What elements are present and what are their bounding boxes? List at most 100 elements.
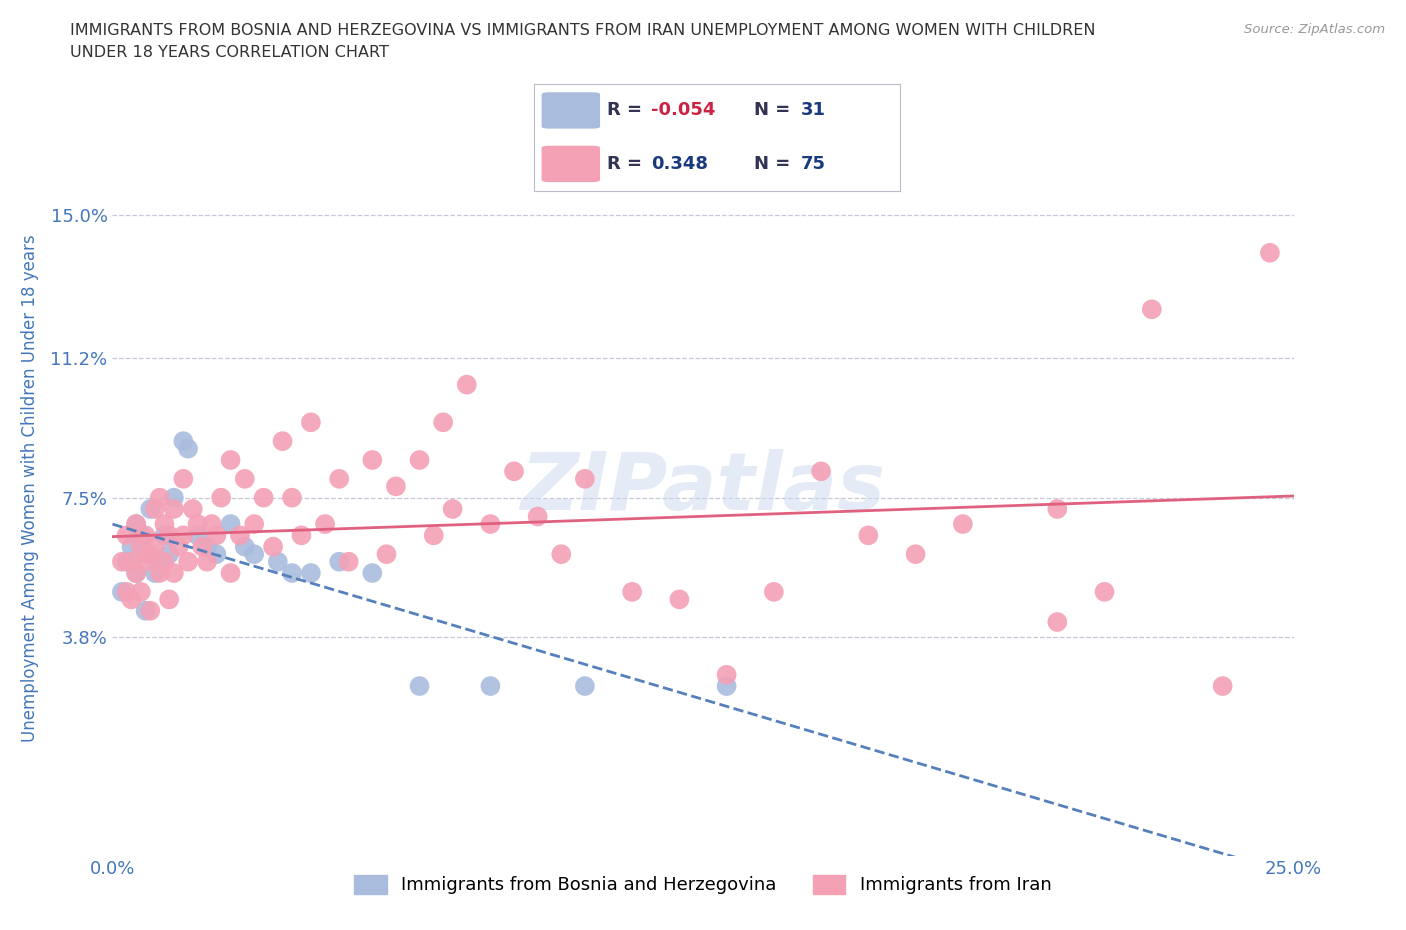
Point: [143, 501, 166, 516]
Point: [219, 453, 242, 468]
Point: [139, 604, 162, 618]
Point: [153, 516, 176, 531]
Point: [456, 378, 478, 392]
Point: [1046, 615, 1069, 630]
Point: [952, 516, 974, 531]
Point: [125, 565, 148, 580]
Point: [337, 554, 360, 569]
Point: [422, 528, 444, 543]
Point: [186, 528, 208, 543]
Point: [167, 539, 190, 554]
Point: [253, 490, 276, 505]
Point: [120, 554, 142, 569]
Point: [191, 539, 214, 554]
Point: [129, 584, 152, 599]
Point: [172, 472, 194, 486]
Point: [503, 464, 526, 479]
Text: 75: 75: [801, 155, 827, 173]
Point: [574, 679, 596, 694]
Text: 31: 31: [801, 101, 827, 119]
Point: [177, 441, 200, 456]
Point: [281, 490, 304, 505]
Point: [195, 554, 218, 569]
Point: [153, 554, 176, 569]
Point: [858, 528, 880, 543]
Point: [904, 547, 927, 562]
Point: [205, 547, 228, 562]
Point: [281, 565, 304, 580]
Point: [201, 516, 224, 531]
FancyBboxPatch shape: [541, 146, 600, 182]
Point: [229, 528, 252, 543]
Text: ZIPatlas: ZIPatlas: [520, 449, 886, 527]
Point: [299, 415, 322, 430]
Point: [172, 528, 194, 543]
Point: [716, 679, 738, 694]
Text: Source: ZipAtlas.com: Source: ZipAtlas.com: [1244, 23, 1385, 36]
Point: [209, 490, 232, 505]
Text: N =: N =: [754, 155, 796, 173]
Point: [195, 539, 218, 554]
Point: [125, 516, 148, 531]
Point: [157, 592, 180, 607]
Point: [1046, 501, 1069, 516]
Point: [385, 479, 408, 494]
Point: [1140, 302, 1163, 317]
Point: [129, 528, 152, 543]
Point: [408, 679, 430, 694]
Point: [233, 539, 256, 554]
Y-axis label: Unemployment Among Women with Children Under 18 years: Unemployment Among Women with Children U…: [21, 234, 39, 742]
Point: [120, 592, 142, 607]
Point: [181, 501, 204, 516]
Point: [157, 528, 180, 543]
Point: [441, 501, 464, 516]
Point: [157, 547, 180, 562]
Point: [115, 554, 138, 569]
Point: [205, 528, 228, 543]
Point: [810, 464, 832, 479]
Point: [550, 547, 572, 562]
Point: [172, 433, 194, 448]
Point: [361, 565, 384, 580]
Point: [135, 604, 157, 618]
Point: [139, 501, 162, 516]
Point: [149, 565, 172, 580]
Point: [1094, 584, 1116, 599]
Point: [111, 554, 134, 569]
Point: [135, 554, 157, 569]
Point: [432, 415, 454, 430]
Point: [143, 539, 166, 554]
Point: [1212, 679, 1234, 694]
Text: N =: N =: [754, 101, 796, 119]
Point: [762, 584, 785, 599]
Point: [328, 472, 350, 486]
Point: [149, 554, 172, 569]
Point: [143, 565, 166, 580]
Point: [271, 433, 294, 448]
Point: [125, 565, 148, 580]
Point: [243, 547, 266, 562]
Point: [361, 453, 384, 468]
Point: [120, 539, 142, 554]
Point: [115, 528, 138, 543]
Point: [621, 584, 644, 599]
Legend: Immigrants from Bosnia and Herzegovina, Immigrants from Iran: Immigrants from Bosnia and Herzegovina, …: [347, 868, 1059, 902]
Point: [163, 565, 186, 580]
Point: [262, 539, 284, 554]
Point: [129, 539, 152, 554]
Point: [139, 547, 162, 562]
Point: [163, 501, 186, 516]
Point: [574, 472, 596, 486]
Point: [163, 490, 186, 505]
Point: [115, 584, 138, 599]
Point: [135, 528, 157, 543]
Point: [243, 516, 266, 531]
Point: [125, 516, 148, 531]
Point: [408, 453, 430, 468]
Point: [290, 528, 312, 543]
Text: IMMIGRANTS FROM BOSNIA AND HERZEGOVINA VS IMMIGRANTS FROM IRAN UNEMPLOYMENT AMON: IMMIGRANTS FROM BOSNIA AND HERZEGOVINA V…: [70, 23, 1095, 60]
Point: [267, 554, 290, 569]
Point: [716, 668, 738, 683]
Text: -0.054: -0.054: [651, 101, 716, 119]
Point: [526, 509, 548, 524]
